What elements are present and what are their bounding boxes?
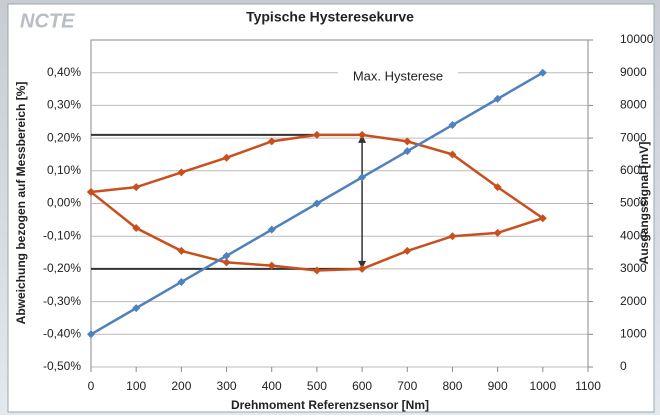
annotation-bg [338, 66, 458, 86]
x-tick-label: 300 [217, 379, 237, 393]
x-tick-label: 700 [397, 379, 417, 393]
marker [132, 183, 141, 192]
x-axis-title: Drehmoment Referenzsensor [Nm] [231, 398, 429, 412]
x-tick-label: 1000 [529, 379, 556, 393]
y2-tick-label: 9000 [620, 65, 647, 79]
marker [403, 137, 412, 146]
marker [538, 214, 547, 223]
marker [132, 304, 141, 313]
marker [87, 330, 95, 339]
y2-tick-label: 8000 [620, 98, 647, 112]
x-tick-label: 800 [442, 379, 462, 393]
x-tick-label: 600 [352, 379, 372, 393]
marker [267, 261, 276, 270]
y-tick-label: 0,00% [47, 196, 81, 210]
y-tick-label: 0,30% [47, 98, 81, 112]
chart-title: Typische Hysteresekurve [246, 9, 414, 25]
marker [312, 199, 321, 208]
marker [87, 188, 95, 197]
marker [403, 147, 412, 156]
y-tick-label: -0,10% [43, 228, 81, 242]
marker [358, 264, 367, 273]
marker [448, 232, 457, 241]
marker [222, 251, 231, 260]
x-tick-label: 100 [126, 379, 146, 393]
marker [267, 225, 276, 234]
y2-tick-label: 0 [620, 359, 627, 373]
y2-tick-label: 10000 [620, 32, 654, 46]
x-tick-label: 1100 [575, 379, 601, 393]
marker [403, 246, 412, 255]
y-tick-label: 0,10% [47, 163, 81, 177]
y-tick-label: 0,40% [47, 65, 81, 79]
y2-tick-label: 4000 [620, 228, 647, 242]
marker [312, 266, 321, 275]
x-tick-label: 500 [307, 379, 327, 393]
x-tick-label: 900 [488, 379, 508, 393]
y2-tick-label: 1000 [620, 326, 647, 340]
marker [358, 130, 367, 139]
y2-axis-title: Ausgangssignal [mV] [637, 142, 651, 265]
annotation: Max. Hysterese [353, 68, 443, 83]
logo: NCTE [20, 10, 75, 32]
y2-tick-label: 7000 [620, 130, 647, 144]
y2-tick-label: 6000 [620, 163, 647, 177]
y2-tick-label: 5000 [620, 196, 647, 210]
marker [222, 258, 231, 267]
marker [493, 183, 502, 192]
marker [267, 137, 276, 146]
y-tick-label: -0,40% [43, 326, 81, 340]
marker [132, 224, 141, 233]
x-tick-label: 400 [262, 379, 282, 393]
marker [448, 150, 457, 159]
y-tick-label: -0,20% [43, 261, 81, 275]
marker [448, 121, 457, 130]
marker [358, 173, 367, 182]
y-tick-label: 0,20% [47, 130, 81, 144]
x-tick-label: 0 [88, 379, 95, 393]
marker [312, 130, 321, 139]
x-tick-label: 200 [171, 379, 191, 393]
marker [177, 168, 186, 177]
marker [493, 94, 502, 103]
y-tick-label: -0,50% [43, 359, 81, 373]
y-axis-title: Abweichung bezogen auf Messbereich [%] [14, 82, 28, 325]
y-tick-label: -0,30% [43, 294, 81, 308]
marker [177, 246, 186, 255]
marker [222, 153, 231, 162]
marker [493, 228, 502, 237]
y2-tick-label: 2000 [620, 294, 647, 308]
marker [177, 277, 186, 286]
marker [538, 68, 547, 77]
y2-tick-label: 3000 [620, 261, 647, 275]
